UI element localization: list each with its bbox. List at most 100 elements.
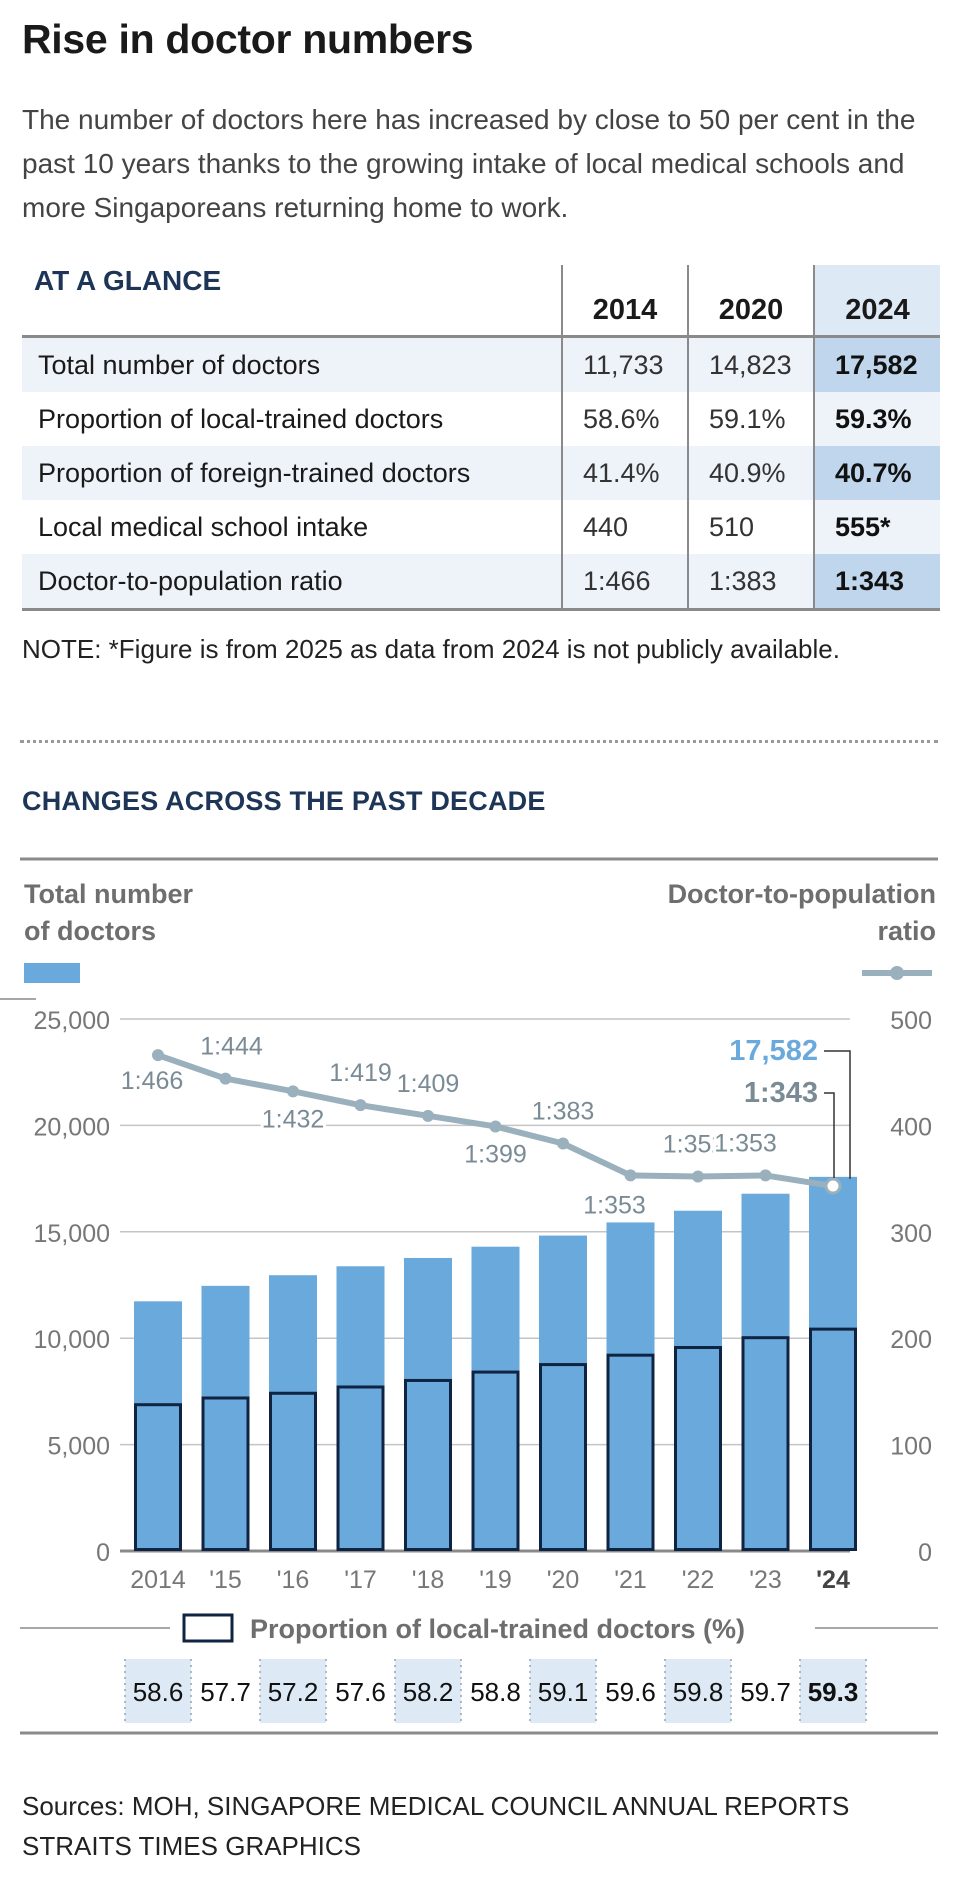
x-tick-label: '15 [209, 1566, 242, 1594]
bar-total-doctors [134, 1301, 182, 1551]
row-label: Total number of doctors [22, 336, 562, 392]
row-label: Local medical school intake [38, 511, 369, 542]
ratio-point [422, 1109, 434, 1122]
chart-title: Rise in doctor numbers [22, 16, 474, 62]
section-title: CHANGES ACROSS THE PAST DECADE [22, 786, 546, 816]
local-pct-value: 57.2 [268, 1677, 319, 1707]
table-cell: 440 [561, 500, 688, 554]
table-row: Local medical school intake 440 510 555* [22, 500, 940, 554]
table-cell: 1:343 [813, 554, 940, 611]
x-tick-label: '21 [614, 1566, 647, 1594]
table-cell: 59.3% [813, 392, 940, 446]
row-label: Doctor-to-population ratio [22, 554, 562, 611]
right-axis-title-line-1: Doctor-to-population [668, 879, 936, 909]
table-cell: 59.1% [687, 392, 814, 446]
table-cell: 58.6% [561, 392, 688, 446]
sources-line-2: STRAITS TIMES GRAPHICS [22, 1831, 362, 1861]
local-trained-legend: Proportion of local-trained doctors (%) [20, 1613, 938, 1644]
bar-total-doctors [404, 1257, 452, 1551]
left-tick-label: 10,000 [34, 1326, 110, 1354]
bar-local-trained [674, 1346, 722, 1551]
x-tick-label: '19 [479, 1566, 512, 1594]
table-cell: 17,582 [813, 336, 940, 392]
ratio-label: 1:383 [532, 1097, 595, 1125]
x-tick-label: '18 [412, 1566, 445, 1594]
ratio-point [152, 1049, 164, 1062]
local-pct-value: 59.3 [808, 1677, 859, 1707]
ratio-point [354, 1099, 367, 1112]
right-tick-label: 0 [918, 1539, 932, 1567]
pct-cell-shade [260, 1659, 326, 1723]
callout-leader-total [824, 1050, 851, 1179]
bar-total-doctors [471, 1246, 520, 1551]
left-tick-label: 5,000 [47, 1433, 110, 1461]
bar-total-doctors [606, 1222, 655, 1551]
bar-total-doctors [539, 1235, 587, 1551]
bar-local-trained [336, 1385, 385, 1552]
local-legend-label: Proportion of local-trained doctors (%) [250, 1614, 745, 1644]
local-pct-value: 58.8 [470, 1677, 521, 1707]
table-cell: 40.9% [687, 446, 814, 500]
x-tick-label: '16 [277, 1566, 310, 1594]
callout-total-2024: 17,582 [729, 1035, 818, 1067]
ratio-point [824, 1177, 842, 1195]
callout-leader-ratio [824, 1092, 835, 1179]
right-tick-label: 400 [890, 1113, 932, 1141]
right-axis-title-line-2: ratio [877, 916, 936, 946]
bar-total-doctors [336, 1266, 385, 1551]
bar-total-doctors [741, 1193, 790, 1551]
bar-legend-swatch [24, 963, 80, 983]
table-cell: 41.4% [561, 446, 688, 500]
local-pct-value: 57.6 [335, 1677, 386, 1707]
table-cell: 510 [687, 500, 814, 554]
callout-ratio-2024: 1:343 [744, 1077, 818, 1109]
local-pct-value: 59.8 [673, 1677, 724, 1707]
table-row: Proportion of foreign-trained doctors 41… [22, 446, 940, 500]
row-label: Proportion of local-trained doctors [38, 403, 444, 434]
bar-local-trained [606, 1353, 655, 1551]
table-row: Proportion of local-trained doctors 58.6… [22, 392, 940, 446]
left-axis-title-line-1: Total number [24, 879, 193, 909]
ratio-point [759, 1169, 772, 1182]
dotted-divider [20, 740, 938, 743]
doctor-chart: Total number of doctors Doctor-to-popula… [0, 857, 938, 1735]
ratio-label: 1:352 [663, 1130, 726, 1158]
local-pct-value: 59.6 [605, 1677, 656, 1707]
table-cell: 555* [813, 500, 940, 554]
bar-local-trained [201, 1396, 250, 1552]
at-a-glance-table: AT A GLANCE 2014 2020 2024 Total number … [22, 265, 940, 611]
table-row: Total number of doctors 11,733 14,823 17… [22, 336, 940, 392]
local-pct-value: 58.6 [133, 1677, 184, 1707]
sources-line-1: Sources: MOH, SINGAPORE MEDICAL COUNCIL … [22, 1791, 850, 1821]
bar-local-trained [134, 1403, 182, 1552]
year-header-2020: 2020 [687, 265, 814, 338]
pct-cell-shade [665, 1659, 731, 1723]
ratio-label: 1:466 [121, 1067, 184, 1095]
local-pct-value: 59.7 [740, 1677, 791, 1707]
bar-total-doctors [809, 1176, 857, 1551]
intro-text: The number of doctors here has increased… [22, 104, 916, 223]
ratio-point [692, 1170, 704, 1183]
table-cell: 11,733 [561, 336, 688, 392]
ratio-legend-swatch [862, 966, 932, 980]
pct-cell-shade [395, 1659, 461, 1723]
table-header-row: AT A GLANCE 2014 2020 2024 [22, 265, 940, 338]
table-cell: 14,823 [687, 336, 814, 392]
local-pct-value: 57.7 [200, 1677, 251, 1707]
x-tick-label: '20 [547, 1566, 580, 1594]
bar-local-trained [471, 1370, 520, 1551]
bar-local-trained [539, 1363, 587, 1551]
ratio-point [489, 1120, 502, 1133]
ratio-label: 1:444 [200, 1033, 263, 1061]
ratio-label: 1:432 [262, 1105, 325, 1133]
ratio-label: 1:399 [464, 1140, 527, 1168]
right-tick-label: 300 [890, 1220, 932, 1248]
pct-cell-shade [125, 1659, 191, 1723]
ratio-point [624, 1169, 637, 1182]
left-axis-title-line-2: of doctors [24, 916, 156, 946]
table-cell: 1:383 [687, 554, 814, 611]
local-pct-value: 59.1 [538, 1677, 589, 1707]
ratio-label: 1:353 [714, 1129, 777, 1157]
bar-local-trained [269, 1391, 317, 1551]
x-tick-label: '22 [682, 1566, 715, 1594]
